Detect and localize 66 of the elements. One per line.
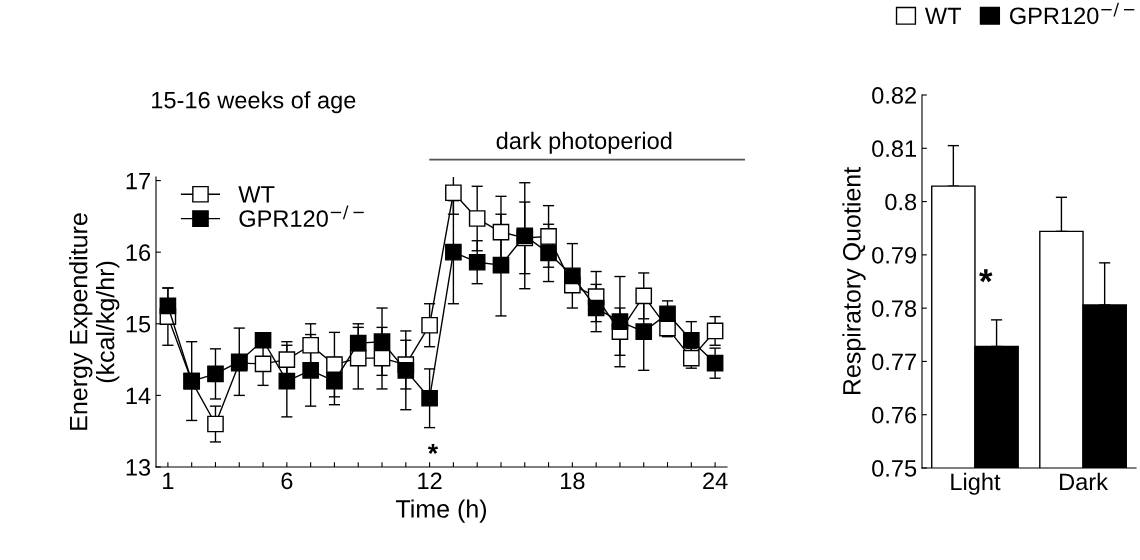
annotation: * [427,444,439,454]
point [278,372,296,390]
point [706,322,724,340]
point [254,355,272,373]
point [349,349,367,367]
point [302,361,319,379]
point [445,184,462,202]
x-tick-label: 6 [281,472,293,490]
x-tick-label: 18 [561,472,585,490]
point [706,354,724,372]
x-tick-label: Light [951,472,1001,495]
chart-title: 15-16 weeks of age [152,91,356,114]
point [254,331,272,349]
y-tick-label: 0.77 [872,353,916,371]
y-tick-label: 0.81 [872,140,916,158]
text: dark photoperiod [496,131,672,154]
y-tick-label: 0.78 [872,300,917,317]
y-tick-label: 17 [126,172,150,190]
y-tick-label: 13 [126,459,151,476]
x-tick-label: 12 [418,472,442,489]
x-tick-label: 24 [703,472,728,489]
point [397,361,415,379]
annotation: * [979,269,993,283]
point [564,267,581,285]
y-axis-title: Energy Expenditure (kcal/kg/hr) [69,213,120,430]
legend-label: GPR120$^{−/−}$ [239,205,364,227]
legend-label: WT [924,7,962,25]
point [373,333,391,351]
point [611,313,629,330]
y-tick-label: 16 [126,244,151,261]
point [635,323,653,341]
y-tick-label: 0.8 [885,193,917,211]
point [159,297,177,315]
y-tick-label: 0.82 [872,87,916,104]
y-tick-label: 14 [126,387,151,404]
point [659,305,676,323]
point [349,334,367,352]
x-tick-label: 1 [163,472,174,489]
y-tick-label: 15 [126,316,151,333]
point [682,331,700,349]
y-tick-label: 0.79 [872,246,917,264]
point [207,415,224,433]
point [326,356,343,373]
point [492,223,510,241]
point [302,336,319,354]
point [635,287,653,305]
legend-label: WT [238,186,275,203]
point [587,299,605,317]
point [468,253,486,271]
x-axis-title: Time (h) [396,499,487,523]
point [278,351,296,368]
point [445,243,462,261]
point [468,210,486,227]
x-tick-label: Dark [1060,472,1108,491]
point [492,256,510,274]
point [373,349,391,367]
point [421,389,438,407]
point [421,316,438,334]
y-tick-label: 0.75 [872,460,917,477]
legend-label: GPR120$^{−/−}$ [1009,2,1135,25]
point [540,228,557,245]
point [540,244,557,262]
y-axis-title: Respiratory Quotient [842,167,866,395]
point [207,365,224,383]
point [326,372,343,390]
y-tick-label: 0.76 [872,406,917,424]
